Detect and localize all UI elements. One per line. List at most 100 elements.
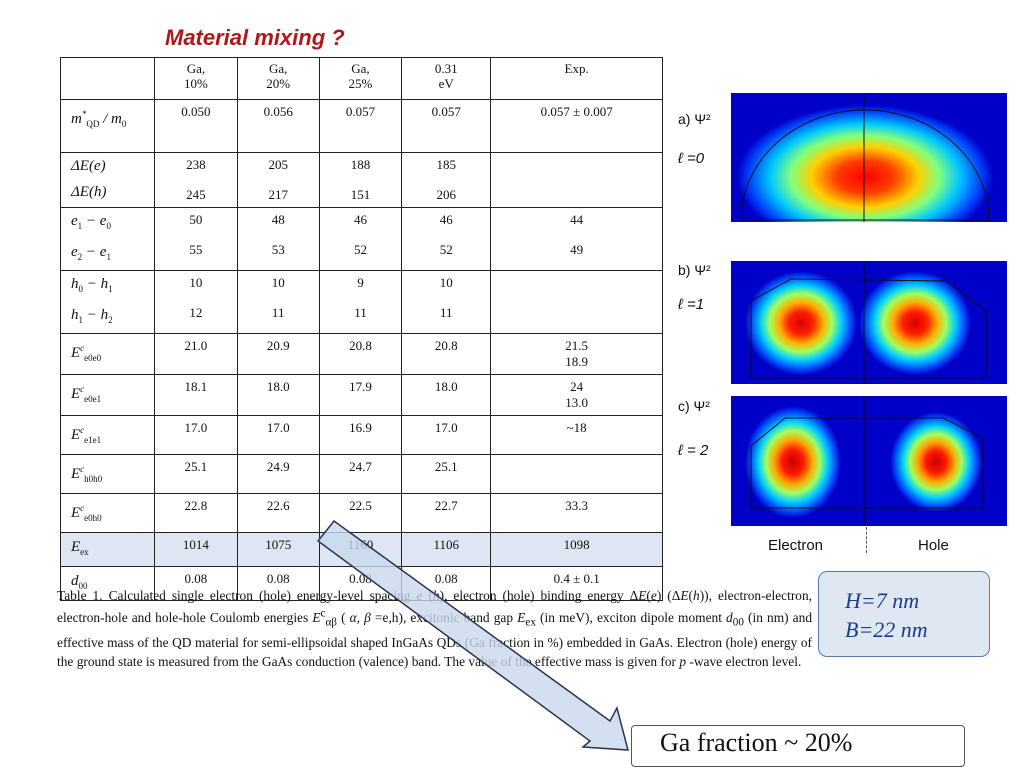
table-cell: 18.0 (401, 374, 492, 416)
table-row: m*QD / m0 0.050 0.056 0.057 0.057 0.057 ± 0.0… (59, 99, 663, 153)
table-cell: 44 49 (490, 207, 663, 271)
column-header: Ga, 25% (318, 57, 403, 100)
table-cell: 18.1 (154, 374, 238, 416)
table-cell: 21.0 (154, 333, 238, 375)
row-label: d00 (59, 566, 156, 601)
table-cell: 17.0 (401, 415, 492, 455)
table-row: e1 − e0 e2 − e1 50 55 48 53 46 52 46 52 44 49 (59, 207, 663, 271)
table-cell: 1075 (236, 532, 320, 567)
table-cell: 10 12 (154, 270, 238, 334)
table-cell: 1160 (318, 532, 403, 567)
table-cell: 17.0 (154, 415, 238, 455)
table-row: h0 − h1 h1 − h2 10 12 10 11 9 11 10 11 (59, 270, 663, 334)
table-cell: 24 13.0 (490, 374, 663, 416)
electron-axis-label: Electron (768, 537, 824, 554)
panel-b-ell: ℓ =1 (678, 296, 705, 313)
panel-b-plot (731, 261, 1007, 384)
row-label: e1 − e0 e2 − e1 (59, 207, 156, 271)
table-cell (490, 152, 663, 208)
table-cell: 0.056 (236, 99, 320, 153)
table-cell: 185 206 (401, 152, 492, 208)
table-cell: 20.8 (318, 333, 403, 375)
slide-title: Material mixing ? (165, 25, 345, 50)
table-cell: 0.08 (236, 566, 320, 601)
panel-b-label: b) Ψ² (678, 262, 711, 278)
table-cell: 48 53 (236, 207, 320, 271)
table-cell: 0.057 ± 0.007 (490, 99, 663, 153)
table-cell: 50 55 (154, 207, 238, 271)
table-cell: 1098 (490, 532, 663, 567)
row-label: ΔE(e) ΔE(h) (59, 152, 156, 208)
panel-c-plot (731, 396, 1007, 526)
table-cell (490, 270, 663, 334)
panel-a-label: a) Ψ² (678, 111, 711, 127)
column-header (59, 57, 156, 100)
column-header: Ga, 20% (236, 57, 320, 100)
panel-a-ell: ℓ =0 (678, 150, 705, 167)
panel-a-plot (731, 93, 1007, 222)
table-cell: 22.6 (236, 493, 320, 533)
table-row: Ece1e1 17.0 17.0 16.9 17.0 ~18 (59, 415, 663, 455)
conclusion-box: Ga fraction ~ 20% (631, 725, 965, 767)
table-cell: 1106 (401, 532, 492, 567)
table-cell: 1014 (154, 532, 238, 567)
column-header: Ga, 10% (154, 57, 238, 100)
table-cell: 9 11 (318, 270, 403, 334)
column-header: 0.31 eV (401, 57, 492, 100)
table-cell: 17.0 (236, 415, 320, 455)
caption-text: Calculated single electron (hole) energy… (57, 588, 813, 670)
table-cell: ~18 (490, 415, 663, 455)
row-label: Ech0h0 (59, 454, 156, 494)
table-cell (490, 454, 663, 494)
row-label: h0 − h1 h1 − h2 (59, 270, 156, 334)
table-row: ΔE(e) ΔE(h) 238 245 205 217 188 151 185 206 (59, 152, 663, 208)
table-cell: 24.7 (318, 454, 403, 494)
table-row: Ece0h0 22.8 22.6 22.5 22.7 33.3 (59, 493, 663, 533)
table-cell: 10 11 (236, 270, 320, 334)
table-row: Ece0e1 18.1 18.0 17.9 18.0 24 13.0 (59, 374, 663, 416)
table-cell: 22.7 (401, 493, 492, 533)
table-cell: 25.1 (401, 454, 492, 494)
panel-c-label: c) Ψ² (678, 398, 710, 414)
table-row: Eex 1014 1075 1160 1106 1098 (59, 532, 663, 567)
table-cell: 188 151 (318, 152, 403, 208)
caption-label: Table 1. (57, 588, 103, 603)
table-cell: 33.3 (490, 493, 663, 533)
row-label: Ece0e1 (59, 374, 156, 416)
table-cell: 22.8 (154, 493, 238, 533)
table-row: Ech0h0 25.1 24.9 24.7 25.1 (59, 454, 663, 494)
column-header: Exp. (490, 57, 663, 100)
table-header-row: Ga, 10% Ga, 20% Ga, 25% 0.31 eV Exp. (59, 57, 663, 100)
table-cell: 10 11 (401, 270, 492, 334)
table-cell: 18.0 (236, 374, 320, 416)
table-row: Ece0e0 21.0 20.9 20.8 20.8 21.5 18.9 (59, 333, 663, 375)
table-cell: 0.050 (154, 99, 238, 153)
row-label: m*QD / m0 (59, 99, 156, 153)
base-param: B=22 nm (845, 617, 928, 642)
table-cell: 20.8 (401, 333, 492, 375)
height-param: H=7 nm (845, 588, 920, 613)
results-table: Ga, 10% Ga, 20% Ga, 25% 0.31 eV Exp. m*QD / m0 0.… (59, 57, 663, 601)
table-cell: 16.9 (318, 415, 403, 455)
dot-size-box: H=7 nm B=22 nm (818, 571, 990, 657)
table-cell: 205 217 (236, 152, 320, 208)
table-cell: 20.9 (236, 333, 320, 375)
panel-c-ell: ℓ = 2 (678, 442, 709, 459)
row-label: Ece1e1 (59, 415, 156, 455)
panel-divider (866, 527, 867, 553)
row-label: Ece0e0 (59, 333, 156, 375)
hole-axis-label: Hole (918, 537, 949, 554)
table-cell: 24.9 (236, 454, 320, 494)
table-cell: 21.5 18.9 (490, 333, 663, 375)
table-cell: 0.057 (318, 99, 403, 153)
table-cell: 22.5 (318, 493, 403, 533)
table-caption: Table 1. Calculated single electron (hol… (57, 586, 812, 671)
row-label: Eex (59, 532, 156, 567)
table-cell: 46 52 (318, 207, 403, 271)
table-cell: 25.1 (154, 454, 238, 494)
table-cell: 238 245 (154, 152, 238, 208)
table-cell: 0.057 (401, 99, 492, 153)
table-cell: 46 52 (401, 207, 492, 271)
table-cell: 17.9 (318, 374, 403, 416)
row-label: Ece0h0 (59, 493, 156, 533)
